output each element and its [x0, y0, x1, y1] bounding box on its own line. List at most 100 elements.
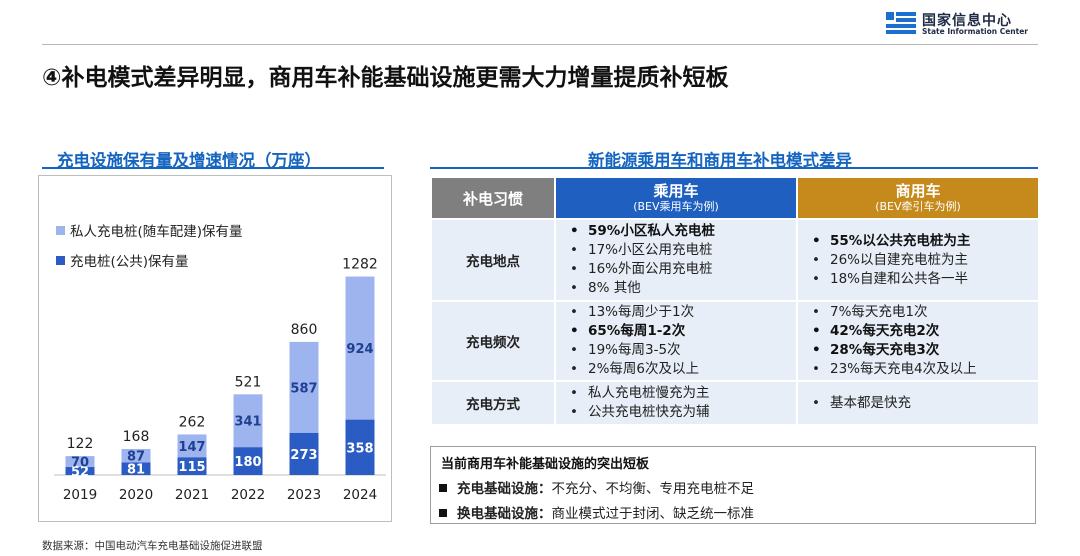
data-label-private: 924 — [346, 342, 373, 357]
bar-private — [121, 448, 151, 463]
list-item: 59%小区私人充电桩 — [570, 222, 796, 241]
chart-panel — [38, 175, 392, 522]
square-bullet-icon — [439, 509, 447, 517]
header-commercial: 商用车 (BEV牵引车为例) — [796, 176, 1040, 220]
list-item: 26%以自建充电桩为主 — [812, 251, 1038, 270]
cell-passenger: 13%每周少于1次65%每周1-2次19%每周3-5次2%每周6次及以上 — [554, 300, 798, 382]
list-item: 私人充电桩慢充为主 — [570, 384, 796, 403]
bar-public — [121, 462, 151, 475]
chart-section-underline — [42, 167, 384, 169]
x-tick-label: 2022 — [231, 487, 265, 503]
table-row: 充电频次13%每周少于1次65%每周1-2次19%每周3-5次2%每周6次及以上… — [430, 300, 1040, 382]
data-source-note: 数据来源：中国电动汽车充电基础设施促进联盟 — [42, 540, 263, 552]
data-label-public: 115 — [178, 460, 205, 475]
logo-name-cn: 国家信息中心 — [922, 13, 1012, 29]
list-item: 16%外面公用充电桩 — [570, 260, 796, 279]
data-label-total: 168 — [123, 429, 150, 445]
state-information-center-logo: 国家信息中心 State Information Center — [886, 10, 1066, 38]
bar-private — [233, 394, 263, 448]
header-divider — [42, 44, 1038, 45]
row-label: 充电方式 — [430, 380, 556, 426]
data-label-public: 81 — [127, 463, 145, 478]
header-passenger-subtitle: (BEV乘用车为例) — [633, 200, 719, 213]
list-item: 19%每周3-5次 — [570, 341, 796, 360]
x-tick-label: 2020 — [119, 487, 153, 503]
list-item: 18%自建和公共各一半 — [812, 270, 1038, 289]
bar-private — [177, 434, 207, 458]
header-passenger: 乘用车 (BEV乘用车为例) — [554, 176, 798, 220]
legend-item-private: 私人充电桩(随车配建)保有量 — [56, 220, 243, 240]
data-label-private: 341 — [234, 415, 261, 430]
data-label-public: 273 — [290, 448, 317, 463]
header-passenger-title: 乘用车 — [653, 182, 699, 200]
legend-swatch-private — [56, 225, 65, 235]
list-item: 65%每周1-2次 — [570, 322, 796, 341]
table-section-underline — [430, 167, 1038, 169]
cell-commercial: 7%每天充电1次42%每天充电2次28%每天充电3次23%每天充电4次及以上 — [796, 300, 1040, 382]
cell-commercial: 基本都是快充 — [796, 380, 1040, 426]
x-tick-label: 2021 — [175, 487, 209, 503]
data-label-total: 521 — [235, 374, 262, 390]
table-section-title: 新能源乘用车和商用车补电模式差异 — [588, 151, 852, 170]
note-item-key: 充电基础设施： — [457, 481, 552, 497]
note-item-swapping: 换电基础设施：商业模式过于封闭、缺乏统一标准 — [439, 502, 754, 522]
note-item-text: 不充分、不均衡、专用充电桩不足 — [551, 481, 755, 497]
page-title: ④补电模式差异明显，商用车补能基础设施更需大力增量提质补短板 — [42, 65, 729, 91]
bar-public — [289, 432, 319, 475]
header-commercial-subtitle: (BEV牵引车为例) — [875, 200, 961, 213]
row-label: 充电频次 — [430, 300, 556, 382]
data-label-private: 87 — [127, 450, 145, 465]
square-bullet-icon — [439, 484, 447, 492]
data-label-total: 1282 — [342, 257, 378, 273]
table-row: 充电方式私人充电桩慢充为主公共充电桩快充为辅基本都是快充 — [430, 380, 1040, 426]
bar-private — [289, 341, 319, 433]
data-label-private: 147 — [178, 440, 205, 455]
header-commercial-title: 商用车 — [895, 182, 941, 200]
note-item-key: 换电基础设施： — [457, 506, 552, 522]
list-item: 公共充电桩快充为辅 — [570, 403, 796, 422]
list-item: 13%每周少于1次 — [570, 303, 796, 322]
x-tick-label: 2019 — [63, 487, 97, 503]
legend-swatch-public — [56, 255, 65, 265]
data-label-private: 70 — [71, 456, 89, 471]
list-item: 42%每天充电2次 — [812, 322, 1038, 341]
legend-item-public: 充电桩(公共)保有量 — [56, 250, 189, 270]
note-item-text: 商业模式过于封闭、缺乏统一标准 — [551, 506, 755, 522]
note-title: 当前商用车补能基础设施的突出短板 — [441, 457, 650, 472]
legend-label-public: 充电桩(公共)保有量 — [70, 254, 189, 270]
bar-public — [345, 419, 375, 475]
cell-commercial: 55%以公共充电桩为主26%以自建充电桩为主18%自建和公共各一半 — [796, 218, 1040, 302]
legend-label-private: 私人充电桩(随车配建)保有量 — [70, 224, 243, 240]
bar-private — [345, 276, 375, 420]
data-label-public: 52 — [71, 465, 89, 480]
list-item: 55%以公共充电桩为主 — [812, 232, 1038, 251]
data-label-public: 358 — [346, 441, 373, 456]
list-item: 2%每周6次及以上 — [570, 360, 796, 379]
list-item: 28%每天充电3次 — [812, 341, 1038, 360]
note-item-charging: 充电基础设施：不充分、不均衡、专用充电桩不足 — [439, 477, 754, 497]
bar-private — [65, 456, 95, 467]
shortcomings-note: 当前商用车补能基础设施的突出短板 充电基础设施：不充分、不均衡、专用充电桩不足 … — [430, 446, 1036, 524]
data-label-private: 587 — [290, 381, 317, 396]
x-tick-label: 2023 — [287, 487, 321, 503]
data-label-total: 122 — [67, 436, 94, 452]
list-item: 基本都是快充 — [812, 394, 1038, 413]
data-label-public: 180 — [234, 455, 261, 470]
table-header-row: 补电习惯 乘用车 (BEV乘用车为例) 商用车 (BEV牵引车为例) — [430, 176, 1040, 220]
list-item: 8% 其他 — [570, 279, 796, 298]
list-item: 7%每天充电1次 — [812, 303, 1038, 322]
cell-passenger: 私人充电桩慢充为主公共充电桩快充为辅 — [554, 380, 798, 426]
list-item: 23%每天充电4次及以上 — [812, 360, 1038, 379]
cell-passenger: 59%小区私人充电桩17%小区公用充电桩16%外面公用充电桩8% 其他 — [554, 218, 798, 302]
x-tick-label: 2024 — [343, 487, 377, 503]
bar-public — [65, 466, 95, 475]
bar-public — [177, 457, 207, 475]
data-label-total: 860 — [291, 322, 318, 338]
logo-name-en: State Information Center — [922, 27, 1029, 36]
row-label: 充电地点 — [430, 218, 556, 302]
list-item: 17%小区公用充电桩 — [570, 241, 796, 260]
header-habit: 补电习惯 — [430, 176, 556, 220]
sic-logo-icon — [886, 12, 916, 34]
bar-public — [233, 447, 263, 475]
